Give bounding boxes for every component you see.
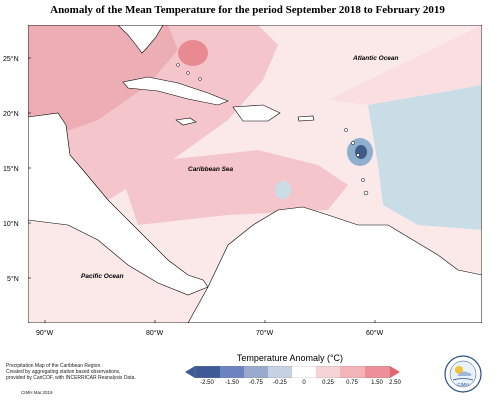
colorbar-swatch-6 (316, 366, 340, 378)
land-south-america (187, 206, 482, 323)
temperature-anomaly-map: Atlantic Ocean Caribbean Sea Pacific Oce… (28, 25, 482, 323)
cool-core-windward (355, 145, 367, 159)
island-antilles-4 (361, 178, 365, 182)
colorbar-swatch-8 (365, 366, 390, 378)
colorbar-label: -2.50 (200, 380, 214, 386)
lon-label-80w: 80°W (146, 329, 164, 337)
colorbar-label: -0.75 (249, 380, 263, 386)
map-title: Anomaly of the Mean Temperature for the … (50, 4, 445, 16)
colorbar-label: 1.50 (371, 380, 383, 386)
land-hispaniola (232, 104, 281, 122)
credits-line-1: Precipitation Map of the Caribbean Regio… (6, 363, 102, 369)
lat-label-5n: 5°N (7, 275, 19, 283)
colorbar-swatch-2 (220, 366, 244, 378)
lat-label-20n: 20°N (3, 110, 19, 118)
land-jamaica (175, 117, 197, 126)
colorbar-swatch-7 (340, 366, 365, 378)
island-bahamas-1 (176, 63, 180, 67)
label-atlantic-ocean: Atlantic Ocean (352, 55, 399, 62)
caribbean-warm-region (118, 150, 348, 225)
colorbar-label: 0 (302, 380, 306, 386)
colorbar-arrow-right (390, 366, 400, 378)
cimh-logo-icon: CIMH (444, 355, 482, 393)
lon-label-70w: 70°W (256, 329, 274, 337)
warm-hotspot-bahamas (178, 40, 208, 66)
colorbar-label: 0.25 (322, 380, 334, 386)
latitude-labels: 25°N 20°N 15°N 10°N 5°N (3, 55, 19, 283)
colorbar-swatch-5 (292, 366, 316, 378)
island-trinidad (363, 190, 369, 196)
axis-ticks (28, 57, 376, 323)
colorbar-swatch-3 (244, 366, 268, 378)
island-antilles-3 (356, 153, 360, 157)
lon-label-90w: 90°W (36, 329, 54, 337)
land-cuba (122, 76, 229, 106)
colorbar-outline (194, 366, 391, 378)
island-antilles-1 (344, 128, 348, 132)
cool-anomaly-region-east (368, 85, 482, 230)
warm-anomaly-strong-region (28, 25, 178, 145)
colorbar-labels: -2.50 -1.50 -0.75 -0.25 0 0.25 0.75 1.50… (185, 380, 401, 388)
colorbar-label: 2.50 (389, 380, 401, 386)
lat-label-10n: 10°N (3, 220, 19, 228)
colorbar-label: -1.50 (225, 380, 239, 386)
colorbar-arrow-left (185, 366, 195, 378)
longitude-labels: 90°W 80°W 70°W 60°W (36, 329, 384, 337)
lat-label-15n: 15°N (3, 165, 19, 173)
island-bahamas-3 (198, 77, 202, 81)
map-canvas: Atlantic Ocean Caribbean Sea Pacific Oce… (28, 25, 482, 323)
logo-text: CIMH (457, 382, 469, 387)
colorbar-swatch-4 (268, 366, 292, 378)
colorbar-title: Temperature Anomaly (°C) (236, 353, 344, 363)
credits-line-3: provided by CariCOF, with INCERRICAR Rea… (6, 375, 136, 382)
label-caribbean-sea: Caribbean Sea (188, 166, 234, 173)
island-bahamas-2 (186, 71, 190, 75)
cool-spot-caribbean (275, 181, 291, 199)
credits-text: Precipitation Map of the Caribbean Regio… (6, 363, 176, 382)
neutral-north-atlantic (328, 25, 482, 105)
land-central-america (28, 112, 209, 296)
colorbar-swatch-1 (195, 366, 220, 378)
land-puerto-rico (297, 115, 315, 122)
credits-line-2: Created by aggregating station based obs… (6, 369, 121, 376)
island-antilles-2 (351, 141, 355, 145)
land-florida (117, 25, 164, 54)
label-pacific-ocean: Pacific Ocean (81, 273, 124, 280)
lat-label-25n: 25°N (3, 55, 19, 63)
lon-label-60w: 60°W (366, 329, 384, 337)
colorbar-label: -0.25 (273, 380, 287, 386)
colorbar (185, 366, 400, 378)
credits-date: CIMH Mar.2019 (21, 390, 53, 395)
colorbar-label: 0.75 (346, 380, 358, 386)
